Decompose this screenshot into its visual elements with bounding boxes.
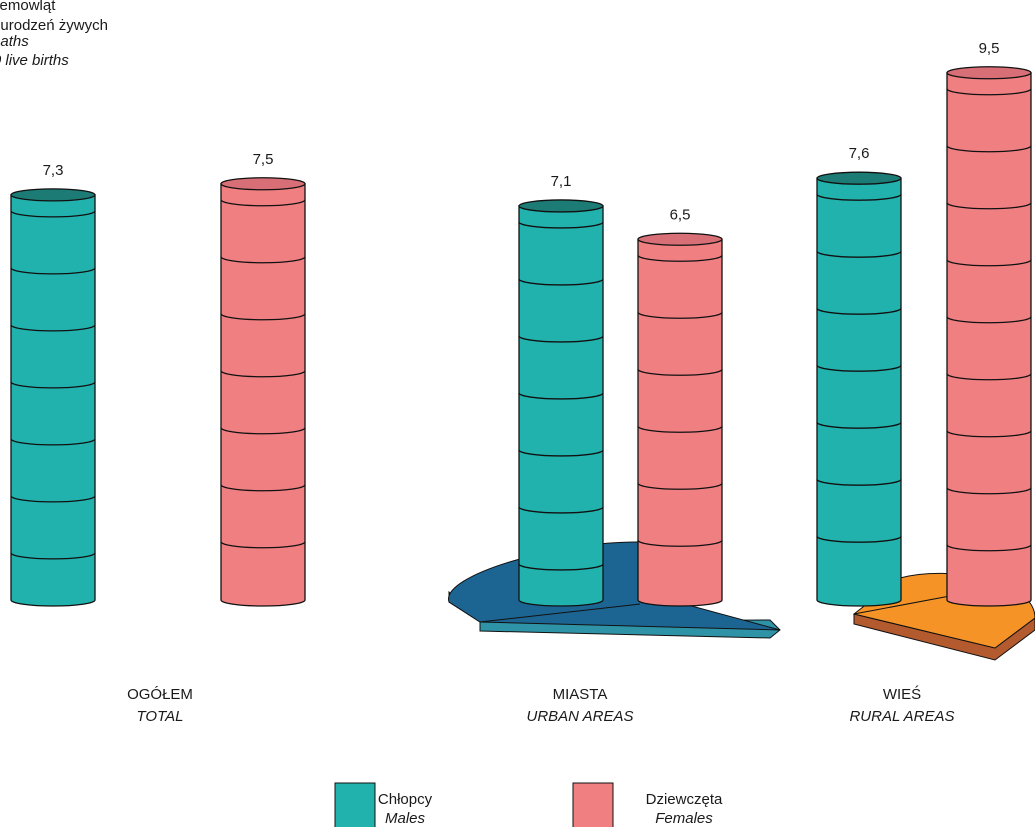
- bar-total-males-ring: [10, 267, 96, 275]
- bar-urban-males-top: [518, 199, 604, 213]
- bar-urban-males-ring: [518, 563, 604, 571]
- bar-urban-females-ring: [637, 540, 723, 547]
- bar-rural-females-ring: [946, 88, 1032, 96]
- category-labels: OGÓŁEM TOTAL MIASTA URBAN AREAS WIEŚ RUR…: [127, 685, 954, 725]
- legend-label-males-en: Males: [385, 810, 426, 827]
- bar-total-males: [10, 188, 96, 607]
- bar-total-males-ring: [10, 495, 96, 503]
- value-label-total-females: 7,5: [253, 151, 274, 168]
- legend-swatch-males: [334, 782, 376, 827]
- bar-urban-males-ring: [518, 449, 604, 457]
- bar-urban-females-top: [637, 232, 723, 246]
- urban-pie-divider: [479, 603, 641, 623]
- urban-pie: [448, 541, 781, 639]
- legend-label-males: Chłopcy: [378, 791, 433, 808]
- rural-pie-divider: [853, 595, 951, 615]
- bar-rural-males-ring: [816, 193, 902, 201]
- bar-rural-females-top: [946, 66, 1032, 80]
- bar-urban-females-body: [637, 238, 723, 607]
- value-label-urban-males: 7,1: [551, 173, 572, 190]
- value-label-rural-males: 7,6: [849, 145, 870, 162]
- bar-total-females-ring: [220, 256, 306, 264]
- bar-total-females-body: [220, 183, 306, 607]
- bar-total-males-top: [10, 188, 96, 202]
- bar-rural-males-ring: [816, 307, 902, 315]
- bar-rural-females-ring: [946, 487, 1032, 495]
- bar-rural-males-ring: [816, 250, 902, 258]
- bars: 7,3 7,5 7,1 6,5 7,6 9,5: [10, 40, 1032, 607]
- bar-total-females-ring: [220, 427, 306, 435]
- legend: Chłopcy Males Dziewczęta Females: [334, 782, 723, 827]
- bar-total-males-ring: [10, 381, 96, 389]
- bar-rural-males-ring: [816, 421, 902, 429]
- bar-urban-males-ring: [518, 335, 604, 343]
- bar-total-males-ring: [10, 324, 96, 332]
- value-label-total-males: 7,3: [43, 162, 64, 179]
- bar-rural-females-body: [946, 72, 1032, 607]
- urban-pie-top: [448, 541, 781, 631]
- category-label-rural-en: RURAL AREAS: [849, 708, 954, 725]
- bar-rural-males-top: [816, 171, 902, 185]
- bar-urban-males: [518, 199, 604, 607]
- bar-total-males-body: [10, 194, 96, 607]
- bar-total-males-ring: [10, 210, 96, 218]
- category-label-rural: WIEŚ: [883, 685, 921, 703]
- category-label-urban-en: URBAN AREAS: [527, 708, 634, 725]
- chart-title: Zgony niemowląt na 1000 urodzeń żywych I…: [0, 0, 108, 69]
- bar-rural-males-body: [816, 177, 902, 607]
- bar-rural-females: [946, 66, 1032, 607]
- bar-urban-males-ring: [518, 221, 604, 229]
- bar-urban-females: [637, 232, 723, 607]
- value-label-rural-females: 9,5: [979, 40, 1000, 57]
- bar-urban-males-ring: [518, 278, 604, 286]
- bar-rural-females-ring: [946, 202, 1032, 210]
- bar-total-females-ring: [220, 313, 306, 321]
- title-line-4: per 1000 live births: [0, 52, 69, 69]
- bar-urban-males-body: [518, 205, 604, 607]
- bar-rural-males-ring: [816, 478, 902, 486]
- bar-total-females-ring: [220, 541, 306, 549]
- bar-rural-males-ring: [816, 364, 902, 372]
- bar-total-males-ring: [10, 438, 96, 446]
- title-line-1: Zgony niemowląt: [0, 0, 56, 14]
- bar-total-females-top: [220, 177, 306, 191]
- bar-total-females-ring: [220, 370, 306, 378]
- bar-rural-females-ring: [946, 145, 1032, 153]
- bar-rural-females-ring: [946, 373, 1032, 381]
- bar-rural-females-ring: [946, 430, 1032, 438]
- bar-urban-males-ring: [518, 506, 604, 514]
- bar-rural-females-ring: [946, 259, 1032, 267]
- bar-urban-males-ring: [518, 392, 604, 400]
- legend-label-females-en: Females: [655, 810, 713, 827]
- value-label-urban-females: 6,5: [670, 206, 691, 223]
- category-label-total-en: TOTAL: [137, 708, 184, 725]
- bar-total-males-ring: [10, 552, 96, 560]
- title-line-3: Infant deaths: [0, 33, 29, 50]
- legend-swatch-females: [572, 782, 614, 827]
- title-line-2: na 1000 urodzeń żywych: [0, 17, 108, 34]
- bar-urban-females-ring: [637, 426, 723, 433]
- bar-rural-females-ring: [946, 316, 1032, 324]
- bar-rural-females-ring: [946, 544, 1032, 552]
- bar-total-females: [220, 177, 306, 607]
- category-label-total: OGÓŁEM: [127, 686, 193, 703]
- bar-total-females-ring: [220, 484, 306, 492]
- bar-urban-females-ring: [637, 483, 723, 490]
- bar-total-females-ring: [220, 199, 306, 207]
- bar-rural-males-ring: [816, 535, 902, 543]
- bar-urban-females-ring: [637, 255, 723, 262]
- bar-rural-males: [816, 171, 902, 607]
- legend-label-females: Dziewczęta: [646, 791, 723, 808]
- category-label-urban: MIASTA: [553, 686, 608, 703]
- bar-urban-females-ring: [637, 312, 723, 319]
- bar-urban-females-ring: [637, 369, 723, 376]
